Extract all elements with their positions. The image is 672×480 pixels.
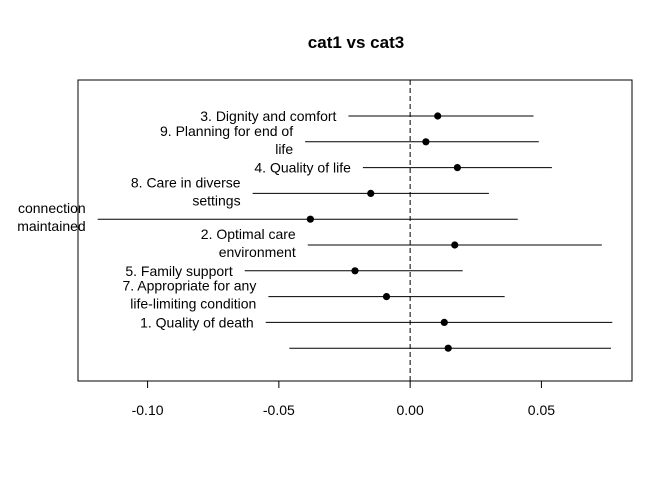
- forest-row: 1. Quality of death: [140, 314, 613, 330]
- forest-row: 7. Appropriate for any life-limiting cond…: [122, 278, 505, 312]
- row-label: settings: [192, 192, 240, 208]
- row-label: life-limiting condition: [130, 296, 256, 312]
- forest-row: 3. Dignity and comfort: [200, 108, 534, 124]
- forest-row: 4. Quality of life: [254, 160, 552, 176]
- point-estimate: [351, 267, 359, 275]
- row-label: 4. Quality of life: [254, 160, 351, 176]
- point-estimate: [306, 215, 314, 223]
- x-tick-label: -0.10: [132, 402, 164, 418]
- forest-row: [289, 344, 611, 352]
- point-estimate: [453, 164, 461, 172]
- forest-row: 9. Planning for end of life: [160, 123, 539, 157]
- forest-row: 8. Care in diverse settings: [131, 174, 489, 208]
- row-label: environment: [219, 244, 296, 260]
- point-estimate: [382, 293, 391, 301]
- row-label: 7. Appropriate for any: [122, 278, 256, 294]
- row-label: life: [275, 141, 293, 157]
- plot-frame: [77, 79, 633, 382]
- point-estimate: [434, 112, 442, 120]
- row-label: 5. Family support: [125, 263, 232, 279]
- row-label: connection: [18, 200, 86, 216]
- point-estimate: [440, 318, 448, 326]
- point-estimate: [451, 241, 459, 249]
- forest-row: 5. Family support: [125, 263, 463, 279]
- row-label: 1. Quality of death: [140, 314, 254, 330]
- row-label: 2. Optimal care: [201, 226, 296, 242]
- chart-title: cat1 vs cat3: [308, 33, 404, 52]
- row-label: maintained: [17, 218, 86, 234]
- forest-row: 2. Optimal care environment: [201, 226, 602, 260]
- row-label: 9. Planning for end of: [160, 123, 293, 139]
- point-estimate: [367, 189, 375, 197]
- x-tick-label: 0.00: [397, 402, 424, 418]
- row-label: 3. Dignity and comfort: [200, 108, 336, 124]
- point-estimate: [422, 138, 430, 146]
- x-tick-label: 0.05: [528, 402, 555, 418]
- row-label: 8. Care in diverse: [131, 174, 241, 190]
- x-axis: -0.10 -0.05 0.00 0.05: [132, 381, 555, 418]
- x-tick-label: -0.05: [263, 402, 295, 418]
- point-estimate: [444, 344, 452, 352]
- forest-row: connection maintained: [17, 200, 518, 234]
